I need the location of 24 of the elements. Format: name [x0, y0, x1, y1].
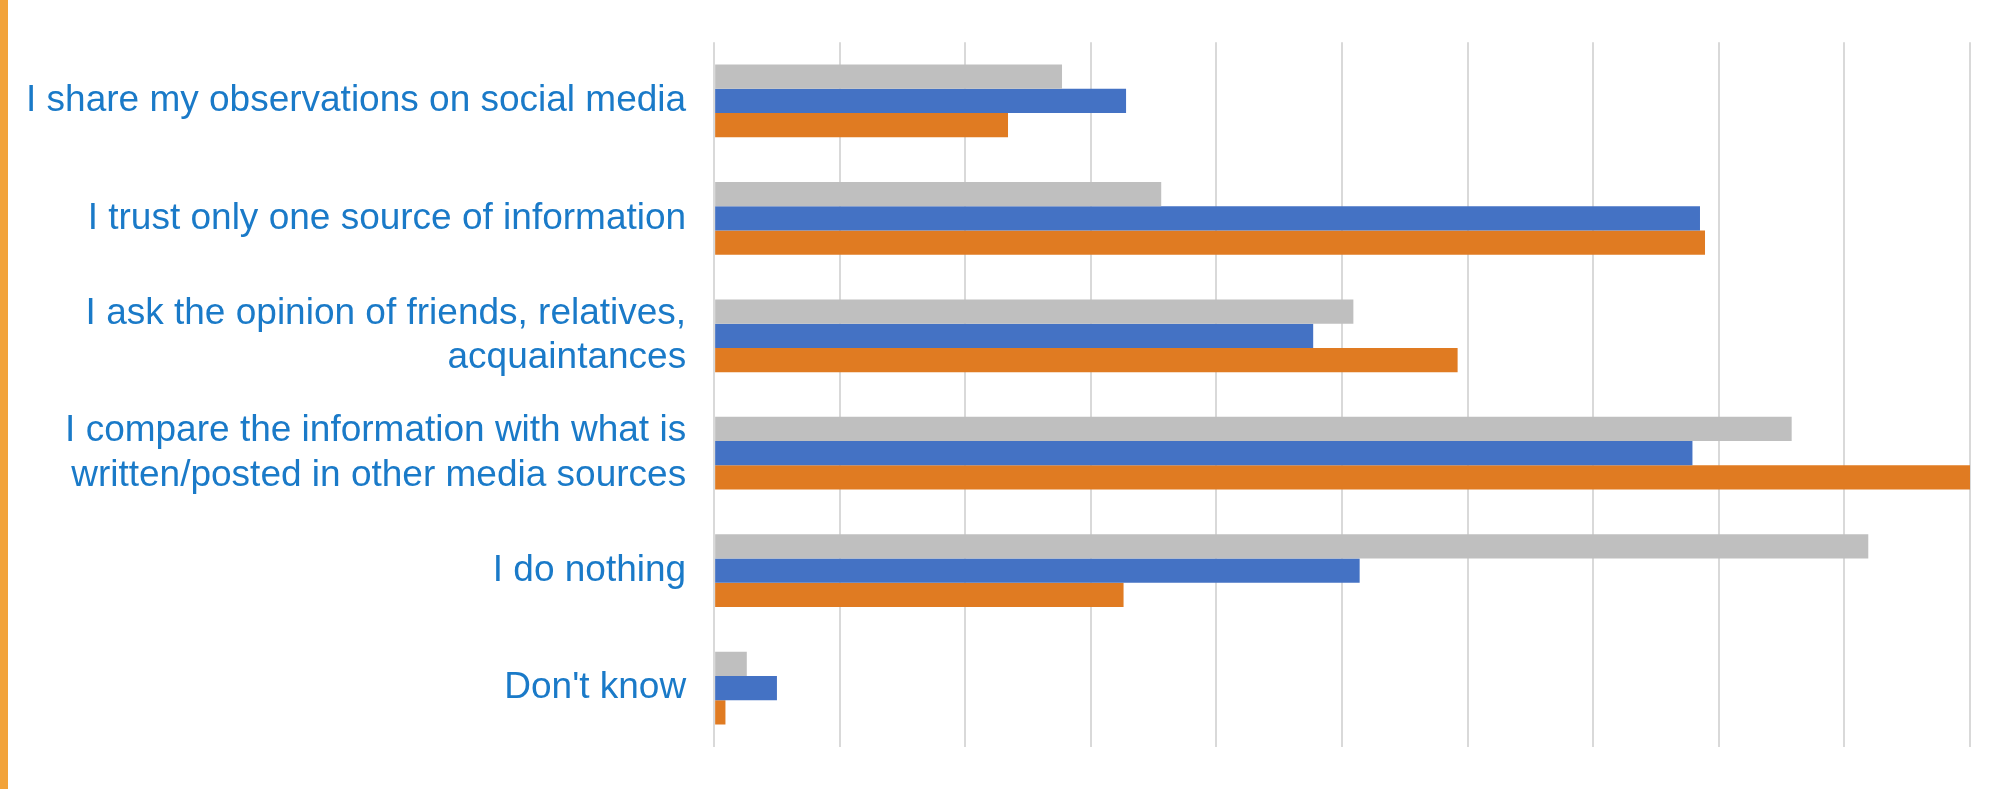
bar: [715, 534, 1869, 559]
bar: [715, 230, 1706, 255]
bar: [715, 700, 726, 725]
y-tick-label: Don't know: [504, 665, 687, 707]
bar: [715, 299, 1354, 324]
bar: [715, 675, 777, 701]
bar: [715, 416, 1792, 442]
y-tick-label: I trust only one source of information: [87, 195, 687, 237]
bar: [715, 582, 1124, 608]
bar: [715, 88, 1127, 114]
y-tick-label: I share my observations on social media: [25, 78, 687, 120]
bar: [715, 323, 1314, 348]
bar: [715, 181, 1162, 207]
bar: [715, 64, 1063, 89]
bar: [715, 651, 747, 676]
bar: [715, 465, 1970, 490]
y-tick-label: I compare the information with what is written/posted in other media sources: [65, 408, 687, 494]
y-tick-label: I ask the opinion of friends, relatives, acquaintances: [85, 290, 687, 377]
bar: [715, 558, 1360, 583]
bar: [715, 441, 1693, 466]
bar: [715, 206, 1700, 231]
bar: [715, 113, 1009, 138]
bar: [715, 347, 1458, 373]
y-tick-label: I do nothing: [492, 547, 687, 589]
